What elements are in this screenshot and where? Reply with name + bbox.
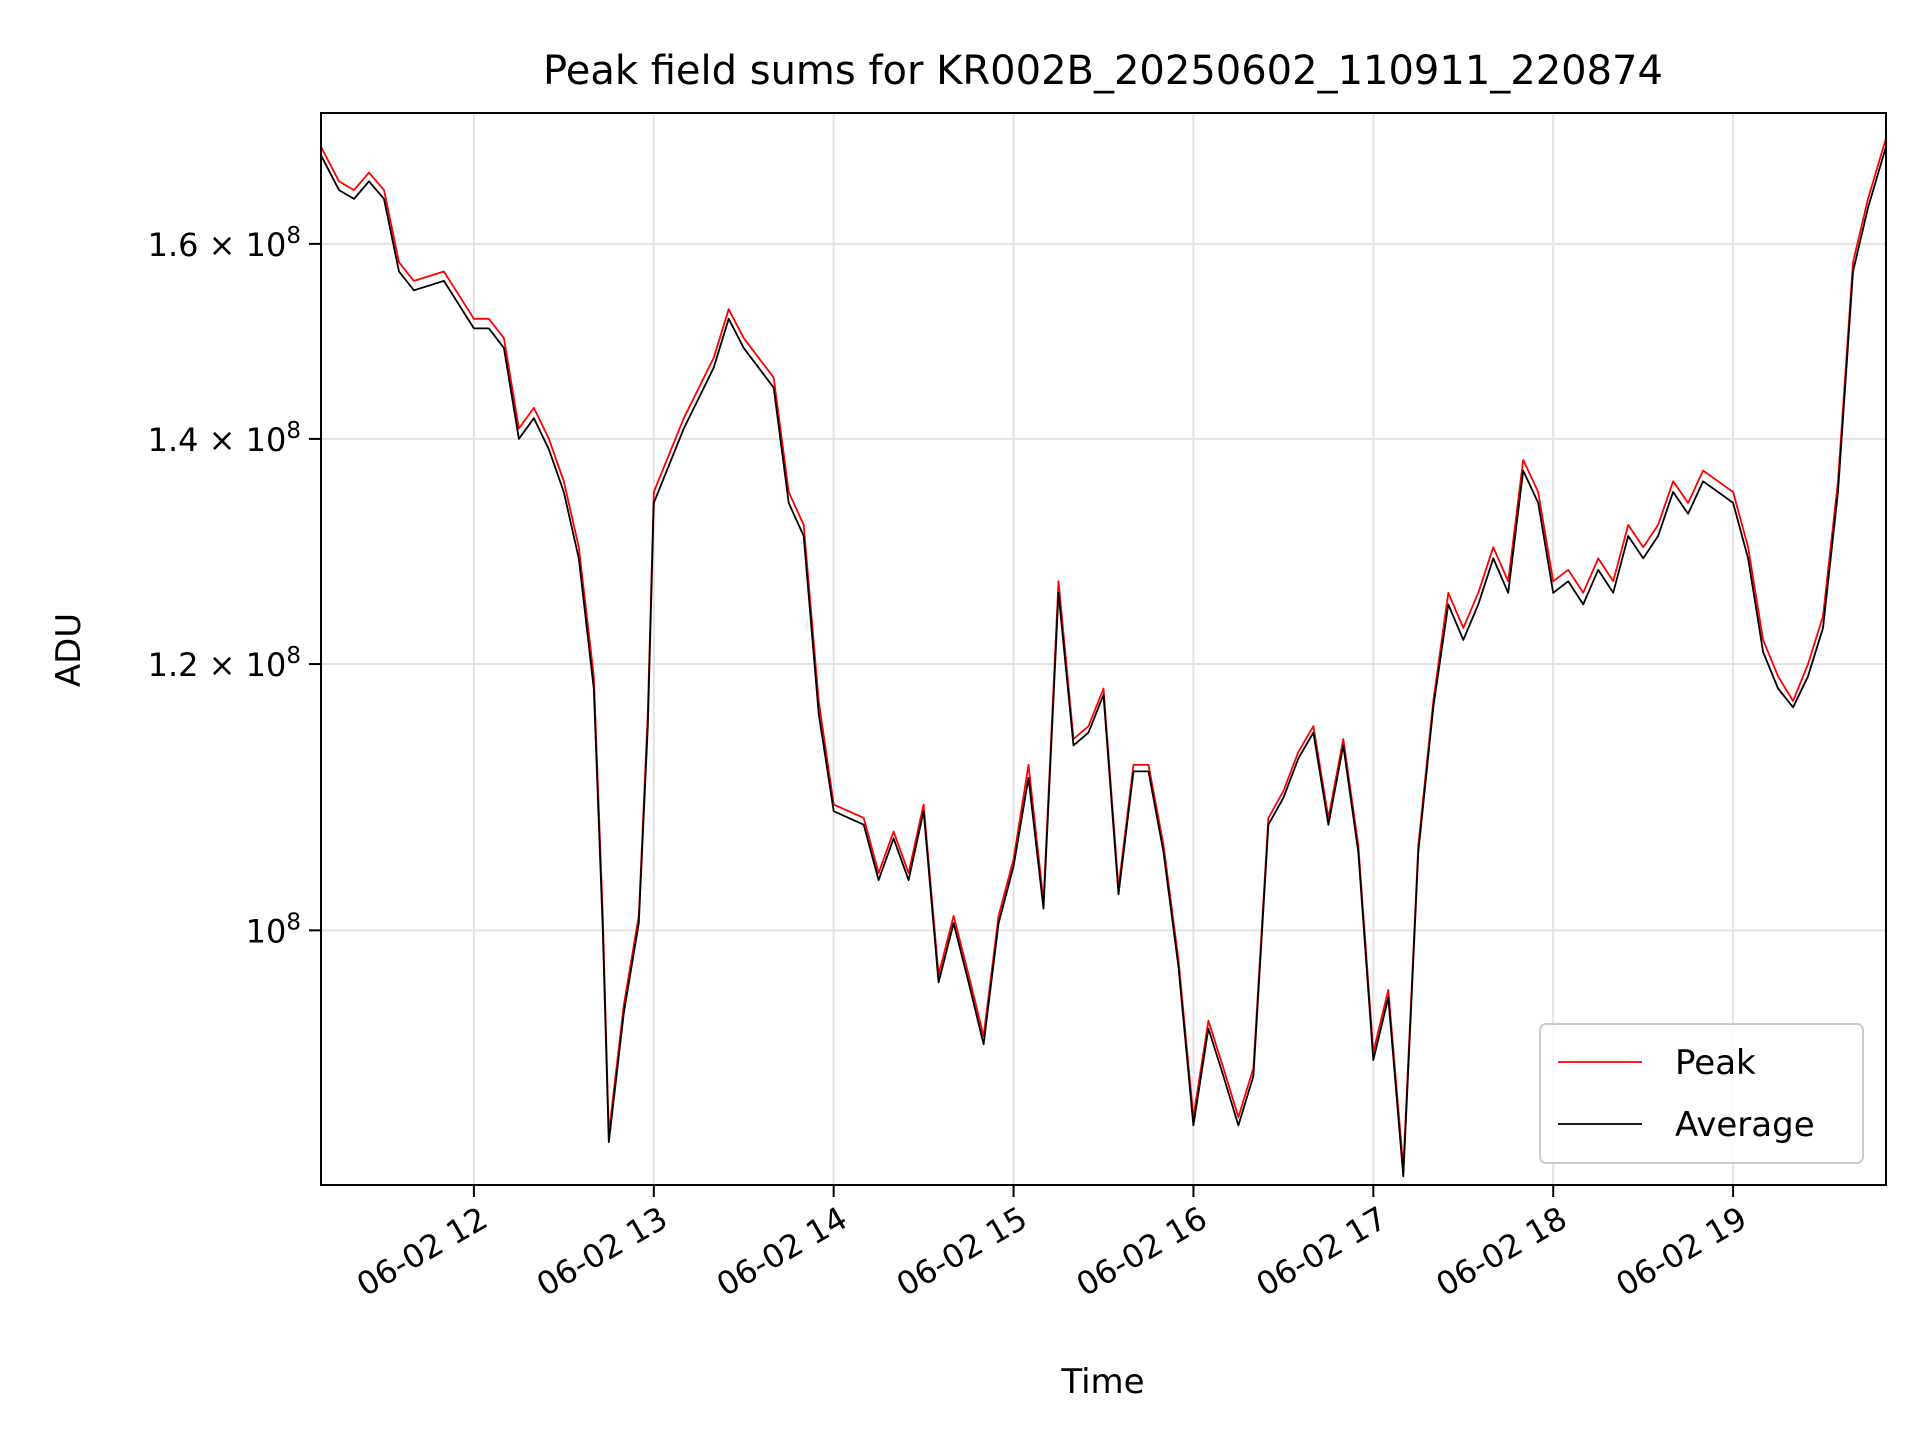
grid — [321, 113, 1886, 1185]
legend-peak-label: Peak — [1675, 1043, 1756, 1083]
plot-frame — [320, 112, 1887, 1186]
y-axis-title: ADU — [49, 613, 89, 687]
y-tick-label: 1.2 × 108 — [148, 643, 301, 684]
legend-average-label: Average — [1675, 1105, 1815, 1145]
legend: Peak Average — [1539, 1023, 1864, 1164]
x-axis-title: Time — [1060, 1362, 1144, 1402]
y-tick-label: 1.4 × 108 — [148, 418, 301, 459]
legend-box — [1539, 1023, 1864, 1164]
chart-title: Peak field sums for KR002B_20250602_1109… — [543, 48, 1663, 94]
y-tick-label: 108 — [246, 909, 301, 950]
y-axis-ticks: 108 1.2 × 108 1.4 × 108 1.6 × 108 — [148, 223, 321, 950]
y-tick-label: 1.6 × 108 — [148, 223, 301, 264]
series-lines — [320, 138, 1887, 1178]
series-line-average — [320, 146, 1887, 1178]
